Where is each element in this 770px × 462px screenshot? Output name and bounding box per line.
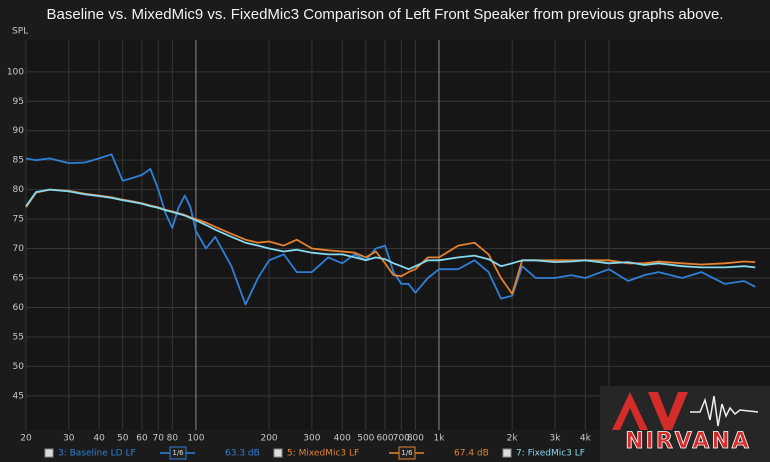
x-tick-label: 600 [376,434,393,444]
logo-bottom: NIRVANA [625,429,751,454]
legend-checkbox [502,448,512,458]
legend-checkbox [44,448,54,458]
legend-readout: 63.3 dB [225,449,260,459]
y-tick-label: 60 [13,303,25,313]
series-line [25,188,756,271]
legend-smoothing-box [398,446,416,460]
y-tick-label: 100 [7,67,24,77]
y-tick-label: 75 [13,215,24,225]
chart-title: Baseline vs. MixedMic9 vs. FixedMic3 Com… [47,6,724,23]
legend-readout: 67.4 dB [454,449,489,459]
logo-top: AV [629,399,631,402]
y-tick-label: 90 [13,126,25,136]
legend-smoothing: 1/6 [401,449,413,457]
x-tick-label: 3k [549,434,561,444]
legend-checkbox [273,448,283,458]
x-tick-label: 80 [167,434,179,444]
legend-label: 7: FixedMic3 LF [516,449,585,459]
y-axis-label: SPL [12,27,28,37]
x-tick-label: 40 [93,434,105,444]
plot-area [26,40,770,430]
x-tick-label: 700 [393,434,410,444]
x-tick-label: 500 [357,434,374,444]
x-tick-label: 60 [136,434,148,444]
legend-label: 5: MixedMic3 LF [287,449,359,459]
y-tick-label: 85 [13,156,24,166]
x-tick-label: 800 [407,434,424,444]
logo-wave [690,395,759,427]
legend-smoothing: 1/6 [172,449,184,457]
legend-smoothing-box [169,446,187,460]
y-tick-label: 55 [13,332,24,342]
x-tick-label: 2k [507,434,519,444]
x-tick-label: 1k [434,434,446,444]
logo-a [612,392,648,430]
logo: NIRVANA AV [600,386,770,462]
x-tick-label: 100 [187,434,204,444]
x-tick-label: 30 [63,434,75,444]
y-tick-label: 45 [13,391,24,401]
x-tick-label: 70 [153,434,165,444]
y-tick-label: 50 [13,362,25,372]
lines [25,153,756,306]
logo-v [648,392,688,430]
x-tick-label: 300 [303,434,320,444]
series-line [25,153,756,306]
y-tick-label: 80 [13,185,25,195]
x-tick-label: 20 [20,434,32,444]
legend-label: 3: Baseline LD LF [58,449,136,459]
x-tick-label: 50 [117,434,129,444]
y-tick-label: 95 [13,97,24,107]
y-tick-label: 70 [13,244,25,254]
x-tick-label: 400 [334,434,351,444]
y-tick-label: 65 [13,274,24,284]
x-tick-label: 4k [580,434,592,444]
x-tick-label: 200 [260,434,277,444]
